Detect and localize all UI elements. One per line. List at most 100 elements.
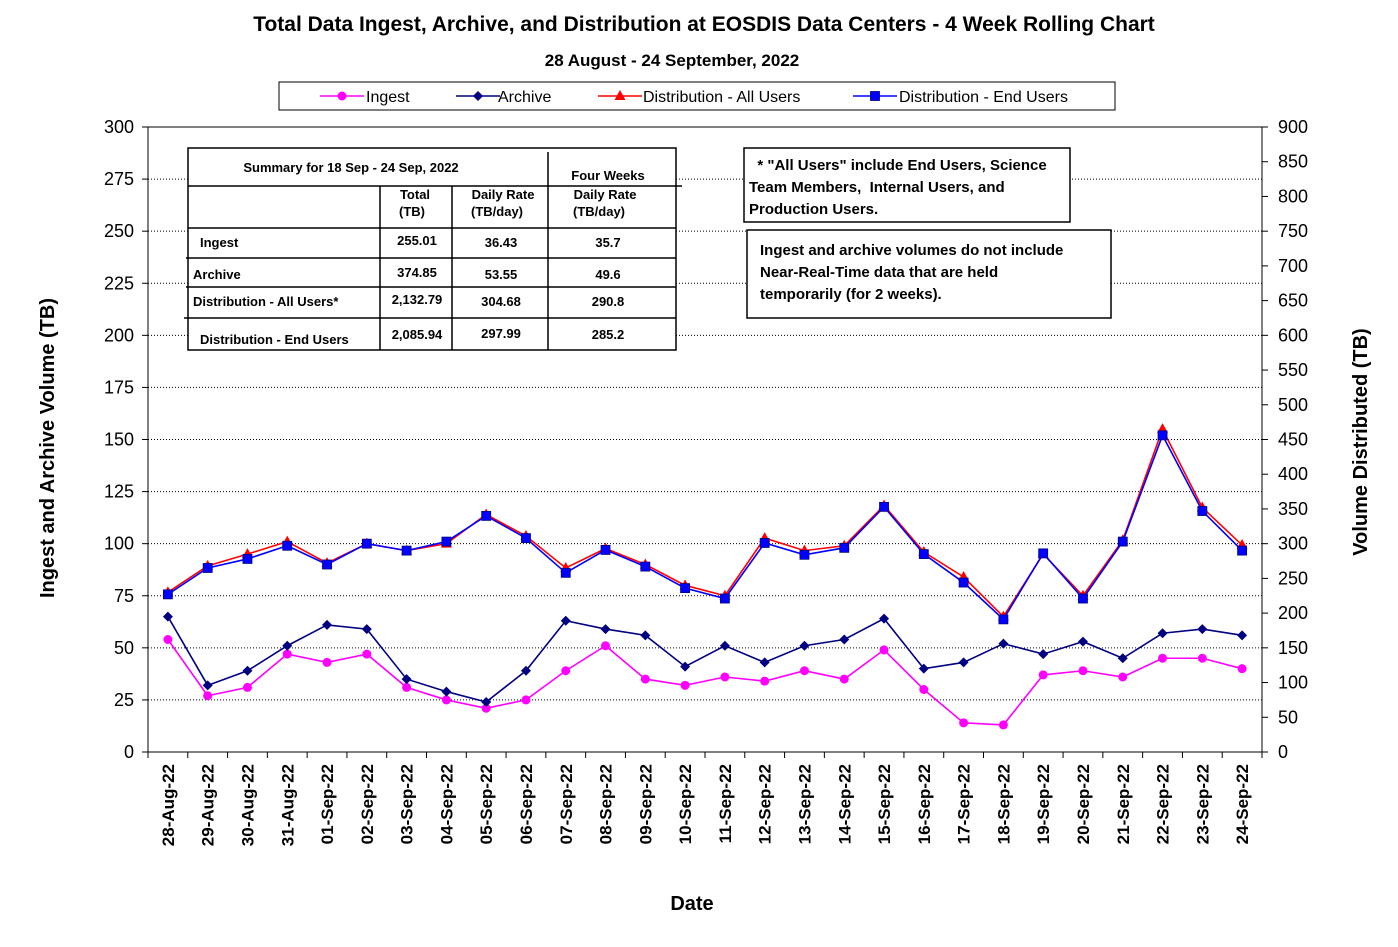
data-point — [919, 685, 929, 694]
series-archive — [162, 611, 1248, 707]
y2-tick-label: 150 — [1278, 638, 1308, 658]
data-point — [839, 542, 850, 553]
data-point — [1038, 548, 1049, 559]
x-tick-label: 24-Sep-22 — [1233, 764, 1252, 844]
data-point — [870, 91, 880, 101]
data-point — [1157, 430, 1168, 441]
x-tick-label: 20-Sep-22 — [1074, 764, 1093, 844]
legend-label: Archive — [498, 89, 551, 106]
data-point — [1158, 653, 1168, 663]
data-point — [322, 657, 332, 667]
data-point — [879, 645, 889, 655]
y2-tick-label: 250 — [1278, 568, 1308, 588]
x-tick-label: 31-Aug-22 — [278, 764, 297, 846]
note-box — [746, 229, 1112, 319]
note-text: Team Members, Internal Users, and — [749, 179, 1005, 196]
data-point — [1038, 649, 1049, 660]
data-point — [282, 640, 293, 651]
y-tick-label: 100 — [104, 534, 134, 554]
y-tick-label: 75 — [114, 586, 134, 606]
data-point — [1077, 636, 1088, 647]
table-cell: 36.43 — [485, 235, 518, 250]
x-tick-label: 19-Sep-22 — [1034, 764, 1053, 844]
x-tick-label: 29-Aug-22 — [199, 764, 218, 846]
data-point — [202, 680, 213, 691]
y2-tick-label: 900 — [1278, 117, 1308, 137]
data-point — [918, 549, 929, 559]
y2-tick-label: 350 — [1278, 499, 1308, 519]
y-tick-label: 125 — [104, 482, 134, 502]
x-tick-label: 01-Sep-22 — [318, 764, 337, 844]
data-point — [614, 90, 626, 100]
data-point — [1157, 628, 1168, 639]
table-cell: 304.68 — [481, 294, 521, 309]
table-cell: 53.55 — [485, 267, 518, 282]
note-text: Production Users. — [749, 201, 878, 218]
data-point — [1038, 670, 1048, 680]
x-tick-label: 02-Sep-22 — [358, 764, 377, 844]
series-ingest — [163, 635, 1247, 730]
data-point — [799, 640, 810, 651]
data-point — [958, 657, 969, 668]
table-cell: 35.7 — [595, 235, 620, 250]
table-cell: 2,085.94 — [392, 327, 443, 342]
y-tick-label: 150 — [104, 430, 134, 450]
table-cell: 374.85 — [397, 265, 437, 280]
data-point — [560, 567, 571, 578]
chart-title: Total Data Ingest, Archive, and Distribu… — [253, 13, 1155, 36]
data-point — [163, 635, 173, 644]
note-text: * "All Users" include End Users, Science — [749, 157, 1047, 174]
legend-box — [278, 81, 1116, 111]
data-point — [521, 533, 531, 544]
y-tick-label: 25 — [114, 690, 134, 710]
data-point — [361, 624, 372, 635]
series-line — [167, 616, 1243, 703]
y2-axis-label: Volume Distributed (TB) — [1350, 328, 1372, 555]
notes: * "All Users" include End Users, Science… — [743, 147, 1112, 319]
series-distribution-end-users — [162, 430, 1248, 625]
data-point — [918, 663, 929, 674]
chart-subtitle: 28 August - 24 September, 2022 — [545, 51, 799, 70]
note-text: Near-Real-Time data that are held — [760, 264, 998, 281]
axes: 0 25 50 75 100 125 150 175 200 225 250 275 300 0 50 100… — [104, 117, 1308, 846]
data-point — [760, 676, 770, 686]
note-box — [743, 147, 1071, 223]
data-point — [362, 649, 372, 659]
data-point — [1117, 536, 1128, 547]
x-tick-label: 06-Sep-22 — [517, 764, 536, 844]
data-point — [441, 695, 451, 705]
data-point — [401, 545, 412, 556]
data-point — [560, 615, 571, 626]
data-point — [481, 703, 491, 713]
x-tick-label: 13-Sep-22 — [795, 764, 814, 844]
summary-table: Summary for 18 Sep - 24 Sep, 2022 Four We… — [184, 147, 682, 351]
data-point — [1078, 593, 1088, 604]
data-point — [799, 666, 809, 676]
data-point — [680, 680, 690, 690]
data-point — [202, 563, 213, 573]
x-tick-label: 17-Sep-22 — [955, 764, 974, 844]
y2-tick-label: 500 — [1278, 395, 1308, 415]
legend-label: Ingest — [366, 89, 410, 106]
data-point — [520, 665, 531, 676]
data-point — [322, 559, 332, 570]
table-frame — [187, 147, 677, 351]
y2-tick-label: 450 — [1278, 430, 1308, 450]
data-point — [759, 538, 770, 548]
data-point — [959, 718, 969, 728]
col-header: Daily Rate — [472, 187, 535, 202]
data-point — [242, 554, 253, 564]
y2-tick-label: 200 — [1278, 603, 1308, 623]
y2-tick-label: 0 — [1278, 742, 1288, 762]
x-tick-label: 04-Sep-22 — [437, 764, 456, 844]
y2-tick-label: 750 — [1278, 221, 1308, 241]
data-point — [839, 674, 849, 684]
x-tick-label: 09-Sep-22 — [636, 764, 655, 844]
x-tick-label: 08-Sep-22 — [597, 764, 616, 844]
data-point — [481, 510, 492, 521]
data-point — [958, 577, 969, 588]
table-row-label: Distribution - All Users* — [193, 294, 339, 309]
y-tick-label: 225 — [104, 273, 134, 293]
x-tick-label: 28-Aug-22 — [159, 764, 178, 846]
y2-tick-label: 600 — [1278, 325, 1308, 345]
